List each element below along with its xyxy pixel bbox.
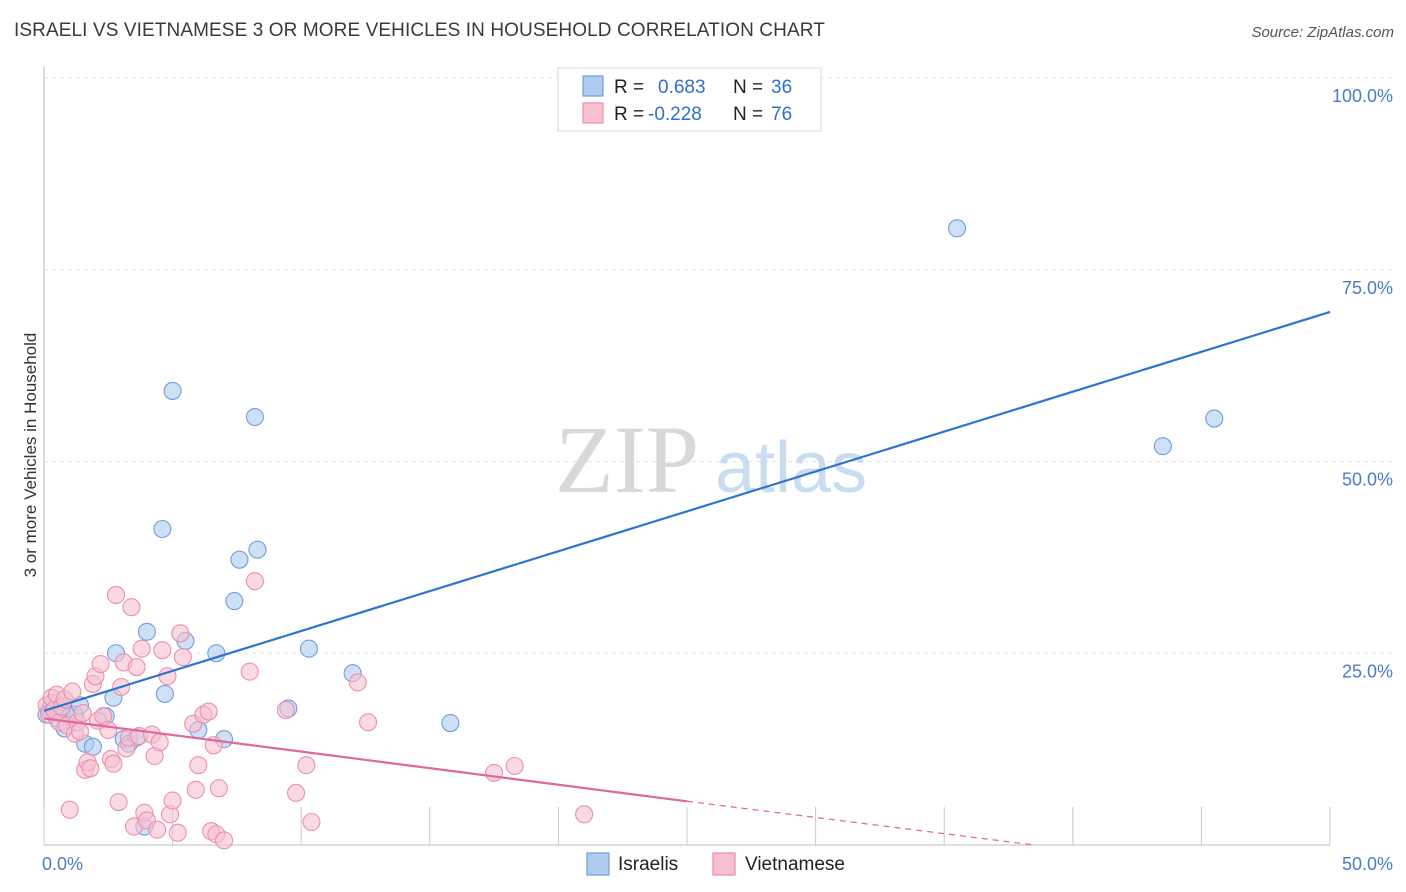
- vietnamese-point-17: [81, 759, 100, 778]
- chart-title: ISRAELI VS VIETNAMESE 3 OR MORE VEHICLES…: [14, 20, 825, 41]
- vietnamese-point-54: [199, 702, 218, 721]
- vietnamese-point-23: [99, 720, 118, 740]
- vietnamese-point-9: [60, 800, 79, 819]
- vietnamese-point-13: [70, 722, 90, 741]
- gridlines: [44, 77, 1395, 654]
- bottom-legend-swatch-vietnamese: [712, 852, 736, 876]
- legend-box: R = 0.683 N = 36 R = -0.228 N = 76: [557, 67, 822, 132]
- x-tick-label-0: 0.0%: [42, 854, 83, 874]
- vietnamese-point-34: [127, 658, 146, 677]
- vietnamese-point-48: [171, 624, 190, 643]
- legend-n-value-1: 76: [771, 104, 792, 125]
- vietnamese-point-26: [106, 585, 126, 605]
- vietnamese-point-36: [132, 639, 151, 658]
- israelis-point-28: [245, 407, 264, 427]
- vietnamese-point-61: [245, 572, 264, 591]
- vietnamese-point-14: [73, 704, 92, 723]
- israelis-point-36: [1205, 409, 1224, 428]
- vietnamese-point-62: [276, 700, 295, 720]
- israelis-point-33: [441, 713, 460, 733]
- bottom-legend-label-vietnamese: Vietnamese: [745, 854, 845, 875]
- vietnamese-point-25: [104, 754, 123, 773]
- vietnamese-point-70: [575, 805, 594, 824]
- y-axis-title: 3 or more Vehicles in Household: [21, 333, 40, 578]
- vietnamese-point-42: [150, 733, 169, 752]
- vietnamese-point-21: [91, 654, 110, 674]
- vietnamese-point-27: [109, 792, 128, 812]
- vietnamese-point-64: [297, 756, 316, 775]
- legend-r-label-0: R =: [614, 77, 644, 98]
- y-tick-label-25: 25.0%: [1342, 661, 1393, 681]
- vietnamese-trend-line: [43, 717, 688, 803]
- israelis-point-29: [248, 540, 267, 559]
- legend-r-value-1: -0.228: [648, 104, 702, 125]
- bottom-legend: Israelis Vietnamese: [586, 852, 845, 876]
- israelis-trend-line: [43, 310, 1331, 712]
- vietnamese-point-52: [189, 756, 208, 775]
- legend-r-value-0: 0.683: [658, 77, 706, 98]
- vietnamese-point-58: [209, 779, 228, 798]
- vietnamese-point-63: [287, 783, 306, 802]
- vietnamese-point-10: [63, 682, 82, 701]
- israelis-point-26: [225, 592, 244, 611]
- bottom-legend-label-israelis: Israelis: [618, 854, 678, 875]
- vietnamese-point-59: [214, 831, 234, 850]
- y-tick-label-75: 75.0%: [1342, 278, 1393, 298]
- vietnamese-point-47: [168, 823, 187, 842]
- watermark: ZIP atlas: [555, 406, 867, 513]
- legend-n-label-0: N =: [733, 77, 763, 98]
- legend-swatch-israelis: [582, 75, 604, 97]
- bottom-legend-swatch-israelis: [586, 852, 610, 876]
- legend-n-value-0: 36: [771, 77, 792, 98]
- legend-swatch-vietnamese: [582, 102, 604, 124]
- vietnamese-point-49: [173, 648, 192, 667]
- israelis-point-27: [230, 550, 249, 569]
- vietnamese-point-65: [302, 812, 321, 832]
- vietnamese-point-46: [163, 791, 182, 810]
- legend-n-label-1: N =: [733, 104, 763, 125]
- vietnamese-point-67: [359, 713, 378, 732]
- vietnamese-point-68: [485, 763, 504, 782]
- vietnamese-point-41: [148, 820, 167, 839]
- tick-labels: 25.0% 50.0% 75.0% 100.0% 0.0% 50.0%: [42, 86, 1393, 874]
- trend-lines: [43, 310, 1331, 846]
- vietnamese-point-32: [122, 598, 141, 617]
- chart-source: Source: ZipAtlas.com: [1251, 24, 1394, 41]
- vietnamese-point-60: [240, 662, 259, 681]
- x-tick-label-50: 50.0%: [1342, 854, 1393, 874]
- y-tick-label-50: 50.0%: [1342, 470, 1393, 490]
- israelis-point-19: [153, 519, 172, 539]
- legend-r-label-1: R =: [614, 104, 644, 125]
- vietnamese-point-66: [348, 673, 367, 692]
- y-tick-label-100: 100.0%: [1332, 86, 1393, 106]
- vietnamese-point-69: [505, 756, 524, 776]
- vietnamese-point-43: [153, 641, 172, 660]
- israelis-point-34: [948, 219, 967, 238]
- israelis-point-31: [299, 639, 318, 658]
- data-points: [37, 219, 1224, 850]
- israelis-point-20: [155, 684, 174, 703]
- israelis-point-18: [137, 622, 156, 641]
- vietnamese-point-51: [186, 780, 205, 799]
- israelis-point-35: [1153, 437, 1172, 456]
- israelis-point-21: [163, 381, 182, 400]
- vietnamese-trend-line-extension: [686, 800, 1035, 846]
- watermark-zip-text: ZIP: [555, 406, 699, 513]
- israelis-point-10: [83, 737, 102, 756]
